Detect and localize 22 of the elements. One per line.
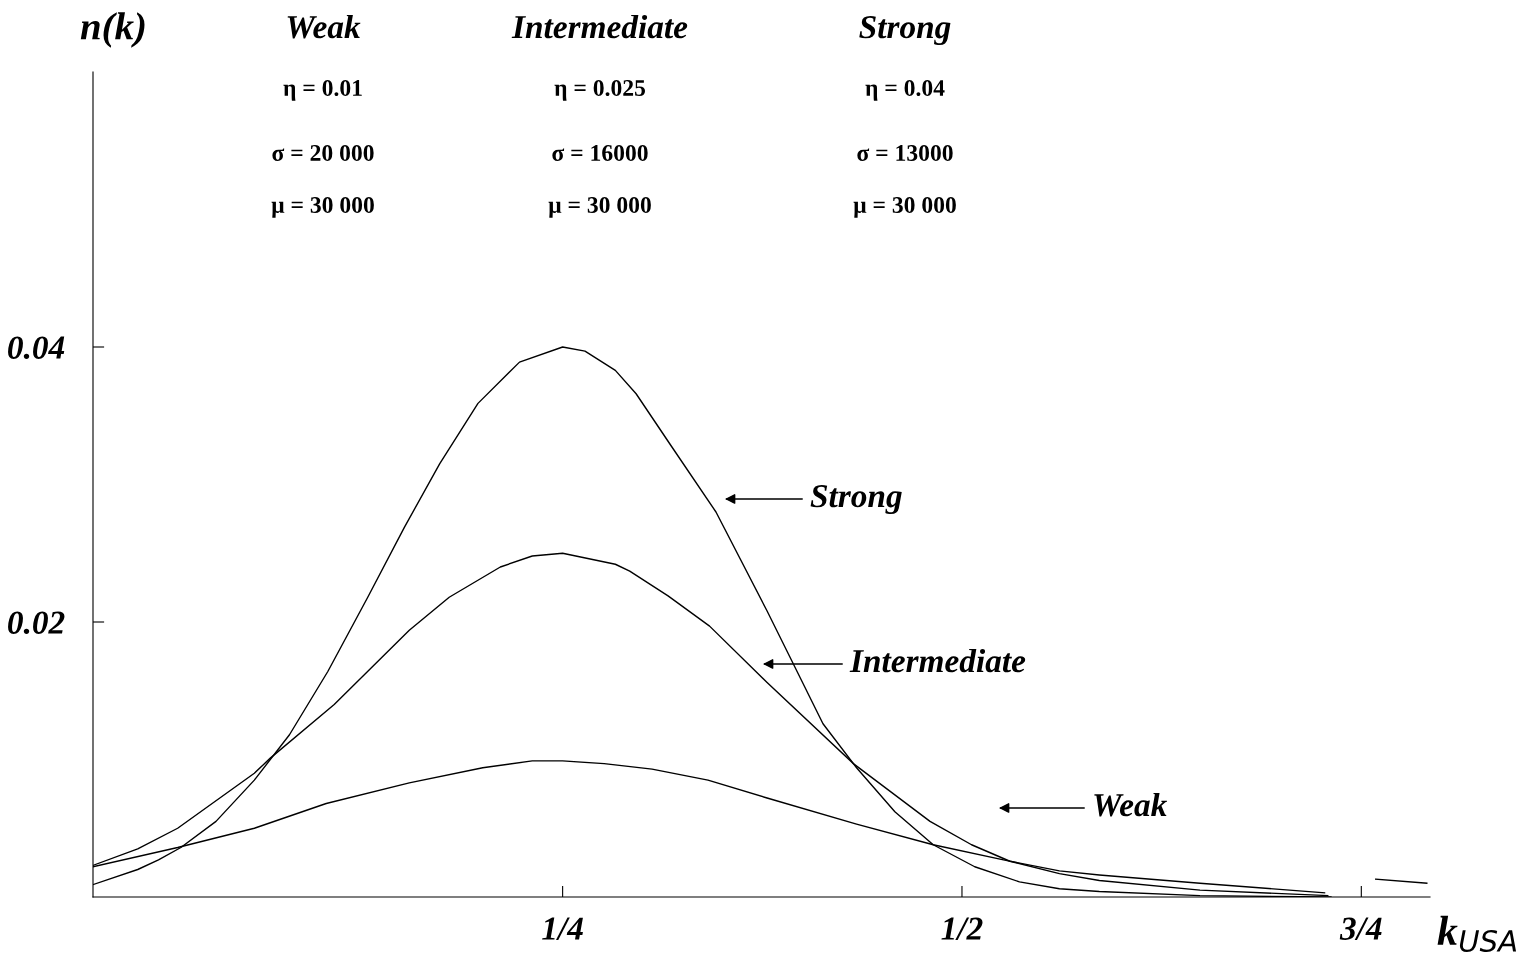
text: Strong [859, 15, 951, 46]
text: Weak [287, 14, 361, 39]
annotation: η = 0.01 [283, 79, 362, 101]
annotation: μ = 30 000 [853, 196, 956, 218]
x-tick-label: 3/4 [1339, 917, 1382, 940]
x-tick-label: 1/2 [941, 917, 983, 940]
annotation: σ = 16000 [552, 144, 648, 161]
annotation: η = 0.04 [865, 79, 945, 101]
y-axis-title: n(k) [80, 12, 145, 48]
annotation: Strong [810, 484, 902, 515]
annotation: Weak [1094, 792, 1168, 817]
x-tick-label: 1/4 [542, 917, 583, 940]
annotation: μ = 30 000 [548, 196, 651, 218]
annotation: σ = 20 000 [272, 144, 374, 161]
y-tick-label: 0.04 [8, 336, 65, 360]
annotation: Intermediate [849, 648, 1026, 673]
annotation: μ = 30 000 [271, 196, 374, 218]
y-tick-label: 0.02 [8, 611, 65, 635]
x-axis-title: k$_{USA}$ [1437, 915, 1517, 953]
text: Intermediate [511, 14, 688, 39]
annotation: σ = 13000 [857, 144, 953, 161]
annotation: η = 0.025 [554, 79, 646, 101]
